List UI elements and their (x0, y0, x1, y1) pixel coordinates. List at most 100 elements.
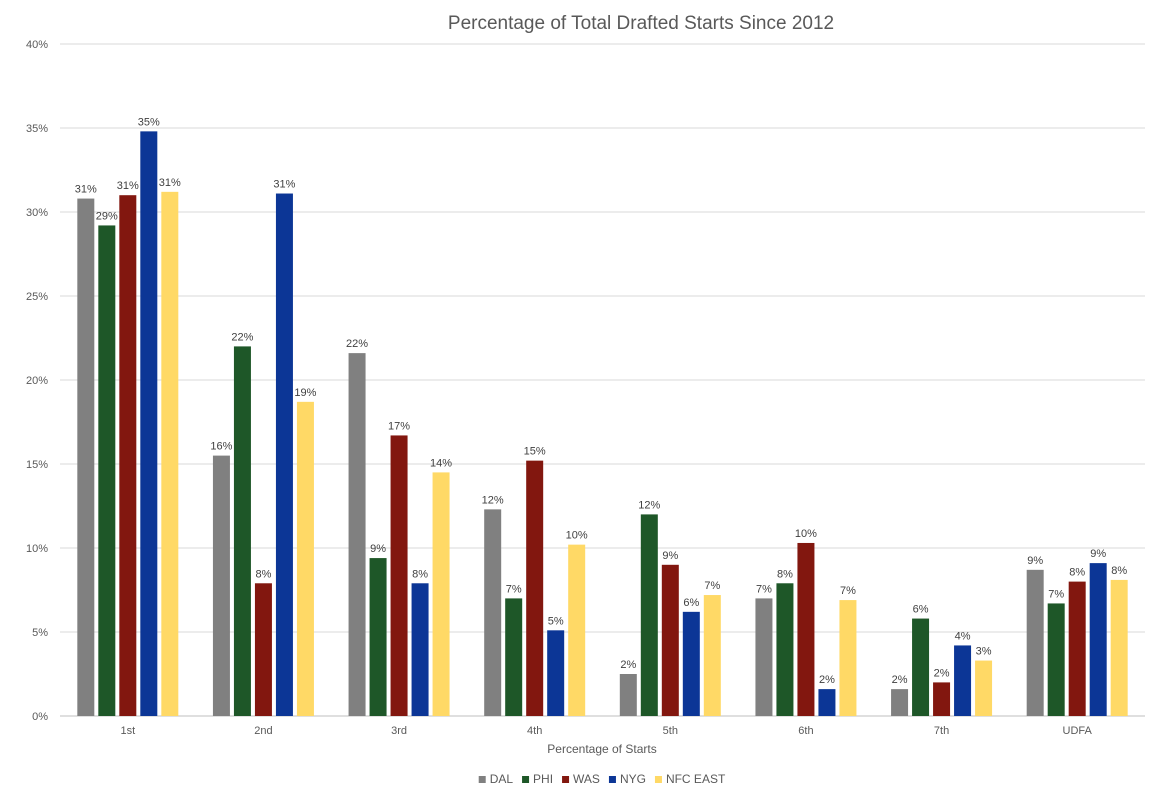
y-tick-label: 20% (26, 375, 48, 387)
bar-was-4th (526, 460, 544, 716)
x-tick-label: 6th (798, 725, 813, 737)
bar-nfc-east-5th (703, 595, 721, 716)
legend-item-phi: PHI (522, 772, 553, 786)
data-label: 8% (777, 568, 793, 580)
bar-nyg-5th (682, 611, 700, 716)
bar-dal-7th (891, 689, 909, 716)
data-label: 8% (255, 568, 271, 580)
data-label: 31% (75, 184, 97, 196)
y-axis-tick-labels: 0% 5% 10% 15% 20% 25% 30% 35% 40% (26, 39, 48, 723)
data-label: 2% (934, 667, 950, 679)
data-label: 10% (795, 528, 817, 540)
legend-label: WAS (573, 772, 600, 786)
data-label: 22% (231, 331, 253, 343)
data-label: 4% (955, 630, 971, 642)
data-label: 12% (638, 499, 660, 511)
bar-nfc-east-4th (568, 544, 586, 716)
bar-dal-2nd (212, 455, 230, 716)
y-tick-label: 35% (26, 123, 48, 135)
bar-nfc-east-udfa (1110, 579, 1128, 716)
bar-nyg-4th (547, 630, 565, 716)
data-label: 15% (524, 446, 546, 458)
legend-label: DAL (490, 772, 514, 786)
y-tick-label: 0% (32, 711, 48, 723)
bar-nyg-3rd (411, 583, 429, 716)
x-tick-label: 4th (527, 725, 542, 737)
y-tick-label: 30% (26, 207, 48, 219)
bar-nyg-2nd (275, 193, 293, 716)
data-label: 2% (819, 674, 835, 686)
chart-title: Percentage of Total Drafted Starts Since… (448, 13, 834, 34)
bar-phi-3rd (369, 558, 387, 716)
bar-was-3rd (390, 435, 408, 716)
data-label: 3% (976, 646, 992, 658)
bars (77, 131, 1128, 717)
data-label: 8% (412, 568, 428, 580)
bar-phi-5th (640, 514, 658, 716)
legend-swatch (478, 776, 486, 783)
data-label: 6% (913, 604, 929, 616)
data-label: 7% (506, 583, 522, 595)
data-label: 14% (430, 457, 452, 469)
y-tick-label: 40% (26, 39, 48, 51)
bar-nfc-east-1st (161, 191, 179, 717)
data-label: 7% (840, 585, 856, 597)
data-label: 9% (1027, 555, 1043, 567)
bar-phi-udfa (1047, 603, 1065, 716)
bar-nyg-udfa (1089, 563, 1107, 716)
data-label: 31% (273, 179, 295, 191)
data-label: 2% (620, 659, 636, 671)
y-tick-label: 25% (26, 291, 48, 303)
bar-dal-6th (755, 598, 773, 716)
legend-swatch (562, 776, 570, 783)
bar-dal-5th (619, 674, 637, 716)
data-label: 8% (1069, 567, 1085, 579)
bar-was-5th (661, 564, 679, 716)
legend-item-was: WAS (562, 772, 600, 786)
bar-phi-6th (776, 583, 794, 716)
bar-phi-4th (505, 598, 523, 716)
bar-nfc-east-3rd (432, 472, 450, 716)
data-label: 17% (388, 420, 410, 432)
data-label: 5% (548, 615, 564, 627)
data-label: 8% (1111, 565, 1127, 577)
bar-nyg-6th (818, 689, 836, 716)
bar-nyg-7th (954, 645, 972, 716)
bar-was-1st (119, 195, 137, 716)
legend-label: NFC EAST (666, 772, 726, 786)
bar-was-udfa (1068, 581, 1086, 716)
x-tick-label: 3rd (391, 725, 407, 737)
data-label: 9% (1090, 548, 1106, 560)
x-axis-title: Percentage of Starts (547, 742, 656, 756)
data-label: 29% (96, 210, 118, 222)
data-label: 35% (138, 116, 160, 128)
bar-nfc-east-7th (975, 660, 993, 716)
x-tick-label: 7th (934, 725, 949, 737)
data-label: 6% (683, 597, 699, 609)
data-labels: 31% 29% 31% 35% 31% 16% 22% 8% 31% 19% 22% 9% 17% 8% 1… (75, 116, 1128, 686)
bar-was-2nd (254, 583, 272, 716)
data-label: 22% (346, 338, 368, 350)
data-label: 7% (756, 583, 772, 595)
y-tick-label: 5% (32, 627, 48, 639)
x-tick-label: UDFA (1063, 725, 1093, 737)
x-tick-label: 1st (120, 725, 135, 737)
bar-phi-1st (98, 225, 116, 716)
x-axis-tick-labels: 1st 2nd 3rd 4th 5th 6th 7th UDFA (120, 725, 1092, 737)
y-tick-label: 15% (26, 459, 48, 471)
bar-was-7th (933, 682, 951, 716)
bar-phi-7th (912, 618, 930, 716)
legend-item-nfc-east: NFC EAST (654, 772, 726, 786)
legend-item-dal: DAL (478, 772, 514, 786)
data-label: 9% (662, 550, 678, 562)
x-tick-label: 2nd (254, 725, 272, 737)
bar-dal-3rd (348, 353, 366, 716)
data-label: 10% (566, 530, 588, 542)
data-label: 7% (704, 580, 720, 592)
data-label: 31% (117, 180, 139, 192)
data-label: 2% (892, 674, 908, 686)
bar-dal-1st (77, 198, 95, 716)
bar-nyg-1st (140, 131, 158, 717)
legend-swatch (654, 776, 662, 783)
